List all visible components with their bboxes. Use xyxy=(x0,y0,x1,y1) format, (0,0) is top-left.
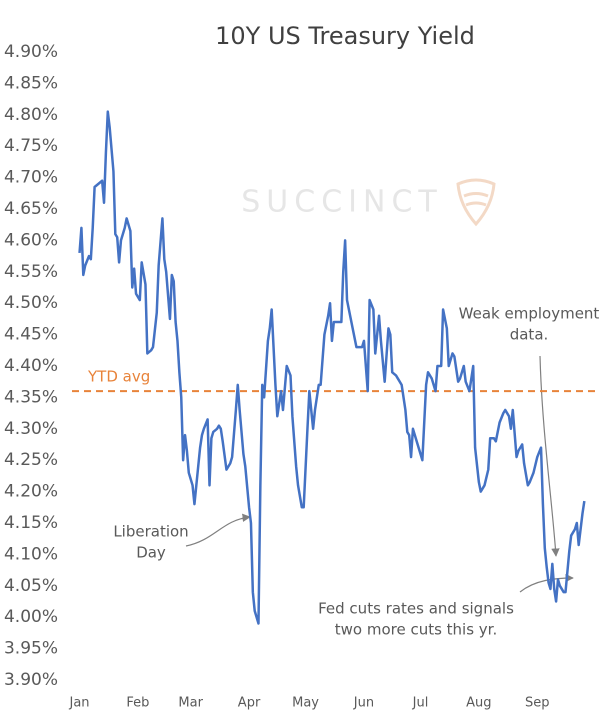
x-tick-label: Aug xyxy=(466,696,491,711)
annotation-arrow xyxy=(185,513,251,547)
y-tick-label: 4.35% xyxy=(4,387,58,407)
y-tick-label: 4.30% xyxy=(4,419,58,439)
y-tick-label: 4.25% xyxy=(4,450,58,470)
y-tick-label: 4.70% xyxy=(4,168,58,188)
annotation-arrow xyxy=(519,573,574,593)
y-tick-label: 4.80% xyxy=(4,105,58,125)
y-tick-label: 4.05% xyxy=(4,576,58,596)
x-tick-label: Feb xyxy=(126,696,149,711)
annotation: Liberation xyxy=(113,523,188,541)
y-tick-label: 4.20% xyxy=(4,482,58,502)
annotation: Fed cuts rates and signals xyxy=(318,600,514,618)
x-tick-label: Jul xyxy=(412,696,429,711)
annotation: Day xyxy=(136,544,166,562)
y-tick-label: 4.00% xyxy=(4,607,58,627)
ytd-avg-label: YTD avg xyxy=(87,368,150,386)
watermark-logo xyxy=(456,178,496,227)
x-tick-label: May xyxy=(292,696,319,711)
x-tick-label: Mar xyxy=(178,696,203,711)
y-tick-label: 4.15% xyxy=(4,513,58,533)
y-tick-label: 4.40% xyxy=(4,356,58,376)
y-tick-label: 3.90% xyxy=(4,670,58,690)
y-tick-label: 4.60% xyxy=(4,230,58,250)
y-tick-label: 4.10% xyxy=(4,544,58,564)
annotation: Weak employment xyxy=(459,305,599,323)
y-tick-label: 3.95% xyxy=(4,639,58,659)
y-tick-label: 4.50% xyxy=(4,293,58,313)
annotation: two more cuts this yr. xyxy=(335,621,498,639)
annotation: data. xyxy=(510,326,549,344)
x-tick-label: Jun xyxy=(353,696,374,711)
yield-line xyxy=(78,110,586,625)
watermark: SUCCINCT xyxy=(241,185,442,220)
x-tick-label: Sep xyxy=(525,696,550,711)
y-tick-label: 4.55% xyxy=(4,262,58,282)
y-tick-label: 4.65% xyxy=(4,199,58,219)
annotation-arrow xyxy=(539,355,560,557)
y-tick-label: 4.45% xyxy=(4,325,58,345)
x-tick-label: Jan xyxy=(69,696,90,711)
x-tick-label: Apr xyxy=(238,696,261,711)
chart-title: 10Y US Treasury Yield xyxy=(215,22,475,50)
y-tick-label: 4.85% xyxy=(4,73,58,93)
y-tick-label: 4.90% xyxy=(4,42,58,62)
y-tick-label: 4.75% xyxy=(4,136,58,156)
